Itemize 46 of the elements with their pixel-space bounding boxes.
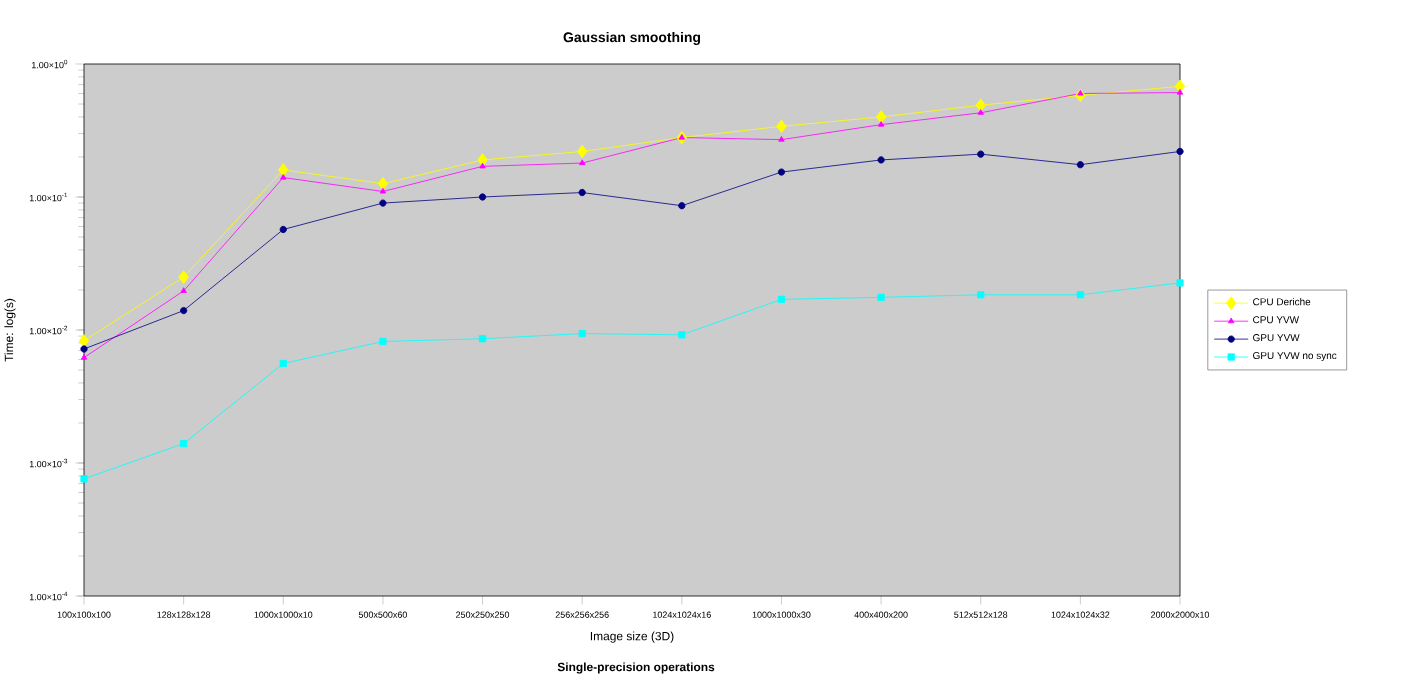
point xyxy=(678,133,685,140)
point xyxy=(877,156,885,164)
point xyxy=(379,199,387,207)
point xyxy=(279,359,287,368)
point xyxy=(180,287,187,293)
point xyxy=(377,176,389,191)
point xyxy=(1176,147,1184,156)
point xyxy=(279,225,287,234)
point xyxy=(178,270,189,284)
point xyxy=(977,150,985,158)
point xyxy=(180,306,188,315)
point xyxy=(379,187,387,194)
point xyxy=(877,121,885,127)
point xyxy=(478,335,487,343)
point xyxy=(78,333,90,348)
point xyxy=(977,109,984,115)
point xyxy=(877,293,885,301)
point xyxy=(579,159,586,166)
point xyxy=(379,337,387,346)
point xyxy=(1176,88,1184,95)
point xyxy=(80,354,88,360)
point xyxy=(1077,89,1084,96)
point xyxy=(977,291,985,299)
point xyxy=(80,345,88,353)
point xyxy=(578,188,586,197)
point xyxy=(777,168,786,176)
point xyxy=(975,98,986,112)
point xyxy=(477,153,488,167)
point xyxy=(577,144,588,159)
point xyxy=(1176,279,1184,287)
point xyxy=(1174,79,1186,94)
point xyxy=(776,119,787,134)
point xyxy=(280,173,287,180)
point xyxy=(479,162,486,169)
point xyxy=(875,110,887,124)
point xyxy=(778,136,785,142)
point xyxy=(80,475,88,483)
point xyxy=(180,439,188,448)
point xyxy=(678,202,686,210)
point xyxy=(478,193,487,201)
point xyxy=(1076,291,1084,299)
point xyxy=(777,295,786,303)
point xyxy=(1076,161,1084,169)
point xyxy=(678,331,686,339)
point xyxy=(578,329,586,338)
point xyxy=(278,163,289,177)
